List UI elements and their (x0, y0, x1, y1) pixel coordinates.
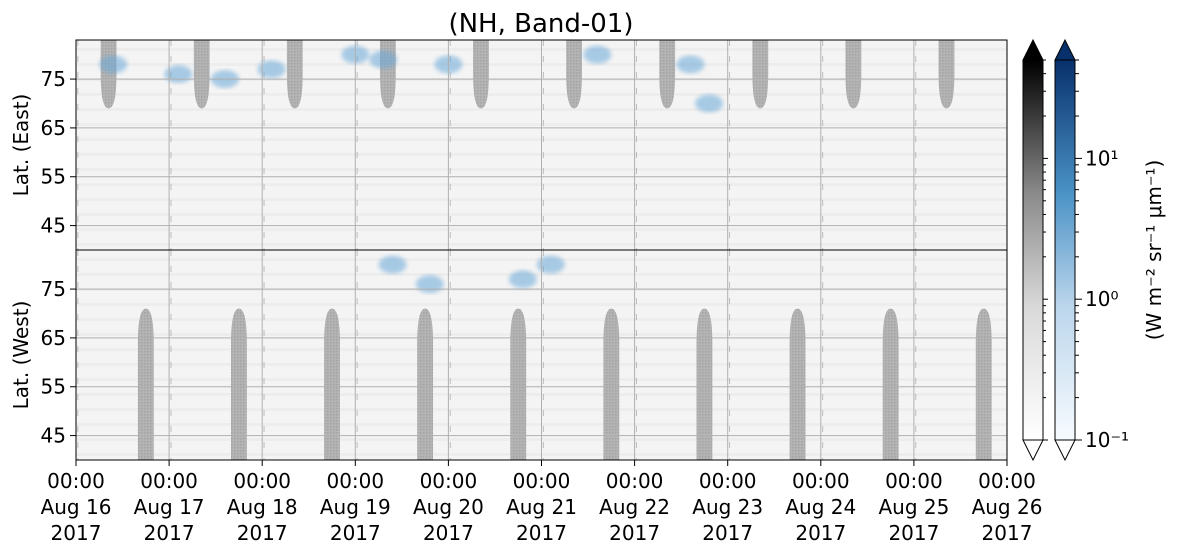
radiance-patch (369, 50, 398, 69)
colorbar-tick-label: 10⁻¹ (1085, 428, 1129, 452)
colorbar-label: (W m⁻² sr⁻¹ μm⁻¹) (1142, 160, 1166, 341)
east-night-lobe (100, 40, 117, 109)
colorbar-blue-extend-bottom (1054, 439, 1076, 462)
west-night-lobe (603, 308, 620, 460)
east-ylabel: Lat. (East) (9, 94, 33, 197)
xtick-label: 2017 (330, 521, 381, 545)
xtick-label: Aug 21 (506, 495, 577, 519)
xtick-label: Aug 16 (41, 495, 112, 519)
east-panel (75, 39, 1008, 251)
xtick-label: 2017 (51, 521, 102, 545)
east-ytick-label: 75 (41, 67, 66, 91)
xtick-label: 00:00 (606, 469, 664, 493)
xtick-label: 2017 (609, 521, 660, 545)
colorbar: 10⁻¹ 10⁰ 10¹ (1022, 38, 1129, 462)
colorbar-tick-label: 10¹ (1085, 146, 1118, 170)
west-night-lobe (975, 308, 992, 460)
east-night-lobe (659, 40, 676, 109)
west-night-lobe (137, 308, 154, 460)
radiance-patch (583, 45, 612, 64)
west-night-lobe (324, 308, 340, 460)
radiance-patch (695, 94, 724, 113)
xtick-label: 00:00 (699, 469, 757, 493)
xtick-label: Aug 18 (227, 495, 298, 519)
colorbar-blue (1054, 59, 1076, 441)
xtick-label: 00:00 (513, 469, 571, 493)
east-night-lobe (286, 40, 303, 109)
xtick-label: 00:00 (326, 469, 384, 493)
west-night-lobe (882, 308, 899, 460)
xtick-label: Aug 20 (413, 495, 484, 519)
radiance-patch (508, 270, 537, 289)
west-ytick-label: 45 (41, 424, 66, 448)
east-night-lobe (379, 40, 396, 109)
xtick-label: 00:00 (885, 469, 943, 493)
radiance-patch (676, 55, 705, 74)
west-ytick-label: 55 (41, 375, 66, 399)
xtick-label: 00:00 (420, 469, 478, 493)
west-night-lobe (789, 308, 806, 460)
xtick-label: Aug 17 (134, 495, 205, 519)
west-ytick-label: 65 (41, 326, 66, 350)
xtick-label: Aug 19 (320, 495, 391, 519)
xtick-label: Aug 22 (599, 495, 670, 519)
west-panel (75, 249, 1008, 461)
east-ytick-label: 45 (41, 214, 66, 238)
east-night-lobe (938, 40, 955, 109)
east-night-lobe (193, 40, 210, 109)
east-night-lobe (473, 40, 489, 109)
xtick-label: 00:00 (233, 469, 291, 493)
colorbar-grey-extend-top (1022, 38, 1044, 61)
west-night-lobe (417, 308, 434, 460)
east-night-lobe (566, 40, 582, 109)
xtick-label: Aug 25 (878, 495, 949, 519)
xtick-label: 00:00 (140, 469, 198, 493)
xtick-label: 00:00 (792, 469, 850, 493)
west-night-lobe (231, 308, 247, 460)
xtick-label: Aug 23 (692, 495, 763, 519)
radiance-patch (415, 275, 444, 294)
xtick-label: 2017 (702, 521, 753, 545)
east-ytick-label: 55 (41, 165, 66, 189)
colorbar-grey (1022, 59, 1044, 441)
xtick-label: 2017 (795, 521, 846, 545)
colorbar-tick-label: 10⁰ (1085, 287, 1118, 311)
east-night-lobe (752, 40, 769, 109)
west-night-lobe (510, 308, 527, 460)
east-grid (76, 40, 1007, 250)
xtick-label: 2017 (982, 521, 1033, 545)
east-night-lobe (845, 40, 862, 109)
xtick-label: 2017 (144, 521, 195, 545)
xtick-label: 2017 (237, 521, 288, 545)
radiance-patch (378, 255, 407, 274)
west-grid (76, 250, 1007, 460)
colorbar-grey-extend-bottom (1022, 439, 1044, 462)
xtick-label: Aug 24 (785, 495, 856, 519)
west-night-lobe (696, 308, 713, 460)
colorbar-blue-extend-top (1054, 38, 1076, 61)
east-ytick-label: 65 (41, 116, 66, 140)
xtick-label: 2017 (423, 521, 474, 545)
radiance-patch (536, 255, 565, 274)
west-ytick-label: 75 (41, 277, 66, 301)
chart-title: (NH, Band-01) (448, 9, 633, 39)
xtick-label: 00:00 (47, 469, 105, 493)
west-ylabel: Lat. (West) (9, 301, 33, 410)
xtick-label: 2017 (888, 521, 939, 545)
xtick-label: 2017 (516, 521, 567, 545)
radiance-patch (99, 55, 128, 74)
xtick-label: 00:00 (978, 469, 1036, 493)
colorbar-ticks: 10⁻¹ 10⁰ 10¹ (1043, 59, 1129, 452)
xtick-label: Aug 26 (972, 495, 1043, 519)
radiance-patch (257, 60, 286, 79)
